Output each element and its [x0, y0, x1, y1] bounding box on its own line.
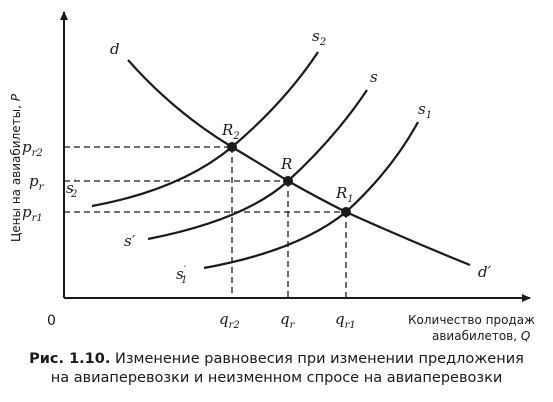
price-label-pr1: pr1	[22, 203, 43, 224]
caption-text-1: Изменение равновесия при изменении предл…	[114, 351, 524, 367]
equilibrium-point-r2	[227, 142, 237, 152]
supply-s-label-end: s	[370, 68, 378, 86]
equilibrium-point-r1	[341, 207, 351, 217]
demand-curve	[127, 59, 471, 267]
price-label-pr: pr	[29, 172, 45, 193]
demand-label-start: d	[110, 40, 120, 58]
equilibrium-point-r	[283, 176, 293, 186]
equilibrium-label-r2: R2	[221, 121, 240, 142]
quantity-label-qr: qr	[280, 310, 296, 331]
quantity-label-qr2: qr2	[219, 310, 240, 331]
price-label-pr2: pr2	[22, 138, 43, 159]
supply-s-label-start: s′	[124, 232, 136, 250]
caption-line-1: Рис. 1.10. Изменение равновесия при изме…	[0, 350, 553, 369]
supply-s1-label-start: s′ 1	[176, 265, 187, 286]
x-axis-title-line2: авиабилетов, Q	[432, 329, 530, 343]
demand-label-end: d′	[478, 263, 492, 281]
x-axis-title-line1: Количество продаж	[408, 313, 535, 327]
figure-caption: Рис. 1.10. Изменение равновесия при изме…	[0, 350, 553, 388]
supply-s2-label-start: s′ 2	[66, 179, 77, 200]
equilibrium-diagram: Цены на авиабилеты, P 0 Количество прода…	[9, 11, 535, 343]
supply-s1-label-end: s1	[418, 100, 432, 121]
caption-text-2: на авиаперевозки и неизменном спросе на …	[50, 370, 503, 386]
origin-label: 0	[47, 313, 56, 329]
equilibrium-label-r1: R1	[335, 184, 354, 205]
caption-figure-number: Рис. 1.10.	[29, 351, 111, 367]
y-axis-title: Цены на авиабилеты, P	[9, 93, 23, 242]
equilibrium-label-r: R	[280, 155, 292, 173]
quantity-label-qr1: qr1	[335, 310, 356, 331]
supply-s2-label-end: s2	[312, 27, 326, 48]
